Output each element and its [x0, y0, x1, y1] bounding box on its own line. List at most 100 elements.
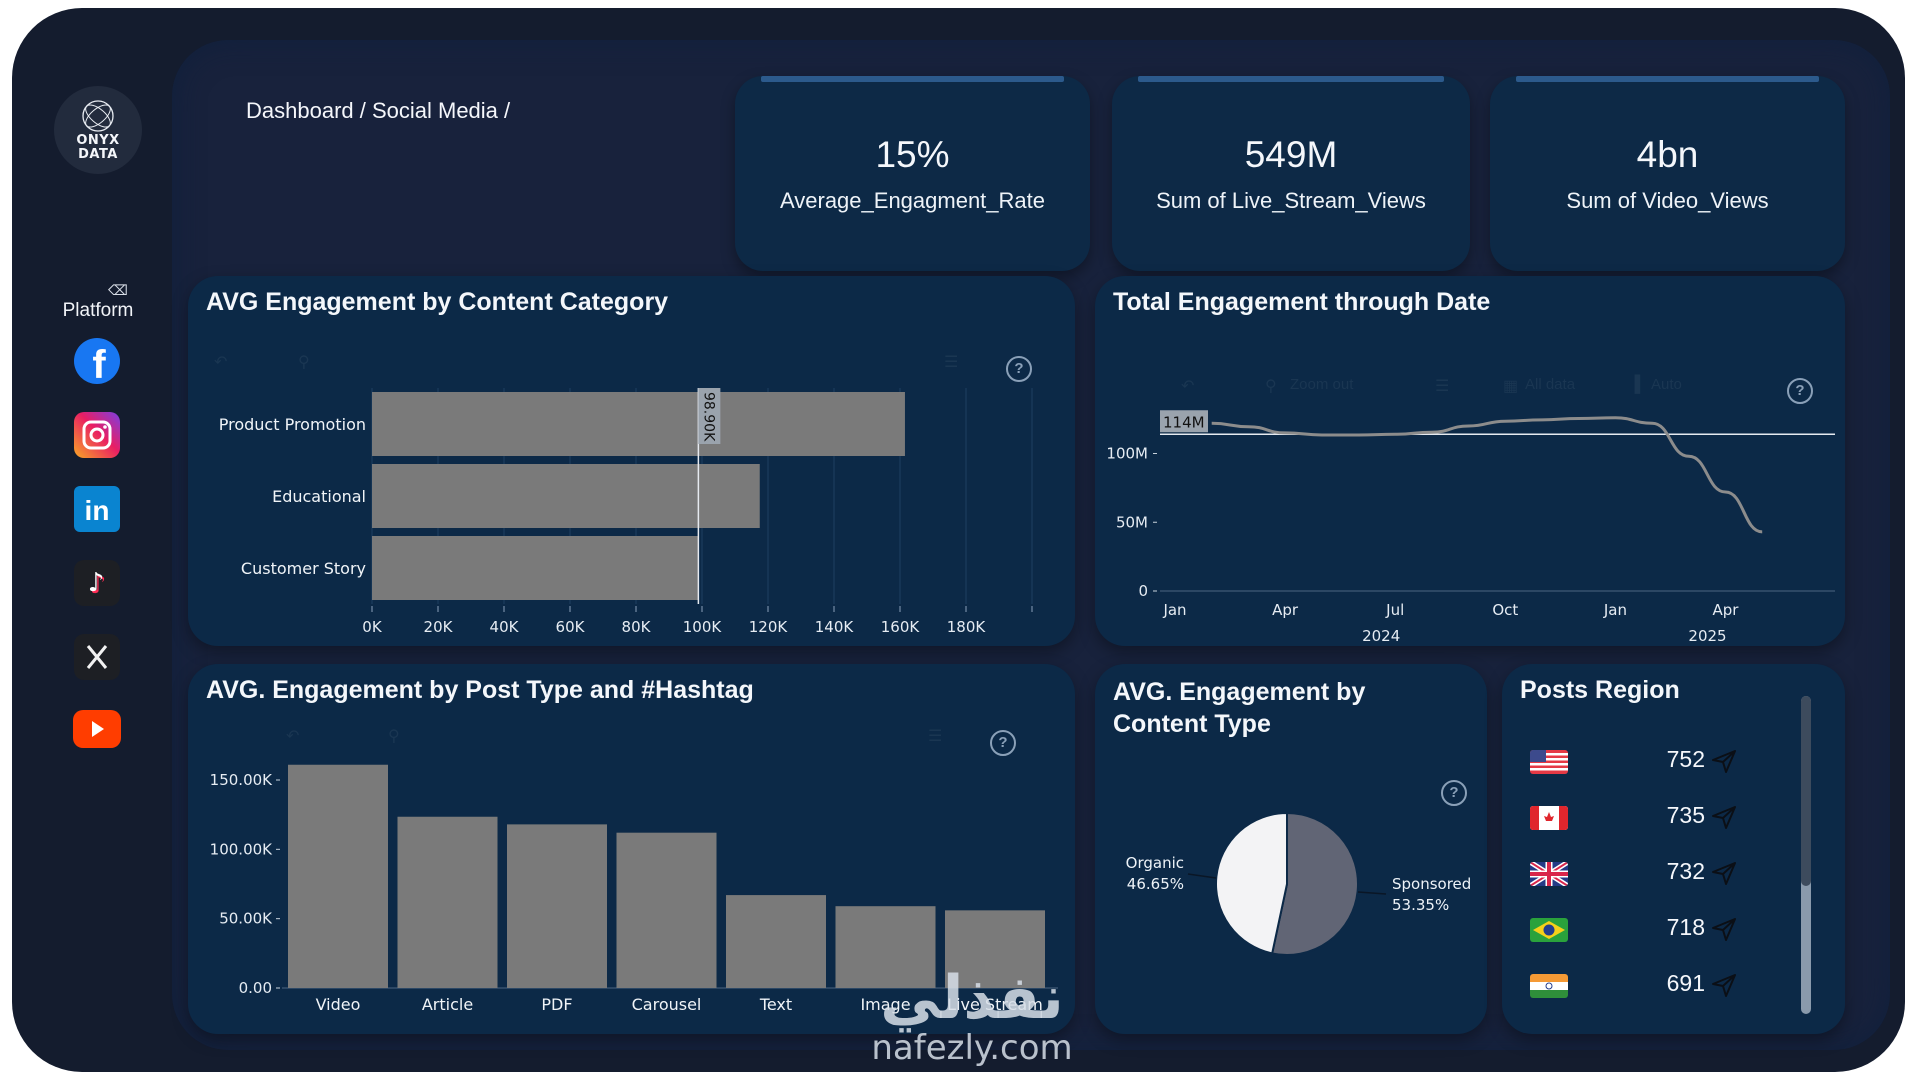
- x-tick-label: 160K: [881, 618, 921, 636]
- region-row-gb[interactable]: 732: [1502, 854, 1845, 894]
- platform-youtube-button[interactable]: [73, 710, 121, 748]
- chart-card-engagement-date: Total Engagement through Date ↶ ⚲ Zoom o…: [1095, 276, 1845, 646]
- logo-text-line2: DATA: [78, 147, 118, 162]
- zoom-out-label[interactable]: Zoom out: [1290, 376, 1354, 393]
- content-category-bar-chart: 0K 20K 40K 60K 80K 100K 120K 140K 160K 180K Produc…: [219, 388, 1033, 636]
- region-row-in[interactable]: 691: [1502, 966, 1845, 1006]
- back-icon[interactable]: ↶: [1181, 378, 1195, 395]
- send-icon: [1712, 862, 1736, 885]
- region-row-ca[interactable]: 735: [1502, 798, 1845, 838]
- x-icon: [86, 645, 108, 669]
- y-tick-label: 150.00K: [210, 771, 273, 789]
- zoom-out-icon[interactable]: ⚲: [388, 728, 400, 745]
- help-icon[interactable]: ?: [1787, 378, 1813, 404]
- posts-region-title: Posts Region: [1520, 676, 1680, 704]
- posts-region-card: Posts Region 752 735 732 718: [1502, 664, 1845, 1034]
- x-tick-label: 100K: [683, 618, 723, 636]
- list-icon[interactable]: ☰: [944, 354, 959, 371]
- leader-line: [1187, 873, 1217, 879]
- chart-title: AVG Engagement by Content Category: [206, 288, 669, 316]
- bar: [397, 816, 498, 988]
- gb-flag-icon: [1530, 862, 1568, 886]
- x-tick-label: 40K: [490, 618, 520, 636]
- help-icon[interactable]: ?: [1006, 356, 1032, 382]
- category-label: Carousel: [632, 995, 702, 1014]
- category-label: Text: [759, 995, 792, 1014]
- help-icon[interactable]: ?: [990, 730, 1016, 756]
- bar: [372, 536, 699, 600]
- zoom-out-icon[interactable]: ⚲: [1265, 378, 1277, 395]
- platform-tiktok-button[interactable]: ♪ ♪: [74, 560, 120, 606]
- posts-region-scrollbar[interactable]: [1801, 696, 1811, 1014]
- kpi-accent-bar: [1516, 76, 1819, 82]
- x-tick-label: 60K: [556, 618, 586, 636]
- y-tick-label: 50.00K: [219, 910, 273, 928]
- slice-percent: 46.65%: [1127, 875, 1184, 893]
- kpi-value: 4bn: [1636, 134, 1699, 175]
- category-label: Image: [860, 995, 910, 1014]
- chart-card-post-type: AVG. Engagement by Post Type and #Hashta…: [188, 664, 1075, 1034]
- category-label: Educational: [272, 487, 366, 506]
- kpi-value: 15%: [875, 134, 950, 175]
- chart-title: AVG. Engagement by Post Type and #Hashta…: [206, 676, 754, 704]
- platform-instagram-button[interactable]: [74, 412, 120, 458]
- clear-filter-eraser-icon[interactable]: ⌫: [108, 282, 128, 298]
- globe-logo-icon: [82, 100, 114, 132]
- svg-text:in: in: [85, 495, 110, 526]
- x-tick-label: 180K: [947, 618, 987, 636]
- breadcrumb: Dashboard / Social Media /: [246, 98, 511, 123]
- list-icon[interactable]: ☰: [1435, 378, 1450, 395]
- bar: [945, 910, 1045, 988]
- platform-x-button[interactable]: [74, 634, 120, 680]
- back-icon[interactable]: ↶: [286, 728, 300, 745]
- y-tick-label: 50M: [1116, 513, 1148, 531]
- kpi-accent-bar: [1138, 76, 1444, 82]
- bar: [616, 832, 717, 988]
- slice-label: Sponsored: [1392, 875, 1471, 893]
- bar-aggregation-icon[interactable]: ▐: [1629, 376, 1641, 393]
- platform-linkedin-button[interactable]: in: [74, 486, 120, 532]
- x-tick-label: 80K: [622, 618, 652, 636]
- kpi-card-live-stream-views: 549M Sum of Live_Stream_Views: [1112, 76, 1470, 271]
- region-row-us[interactable]: 752: [1502, 742, 1845, 782]
- date-filter-dropdown[interactable]: All data: [1525, 376, 1576, 393]
- post-type-bar-chart: 0.00 50.00K 100.00K 150.00K Video Article PDF C…: [210, 764, 1058, 1014]
- platform-facebook-button[interactable]: f: [74, 338, 120, 384]
- help-icon[interactable]: ?: [1441, 780, 1467, 806]
- aggregation-dropdown[interactable]: Auto: [1651, 376, 1682, 393]
- zoom-out-icon[interactable]: ⚲: [298, 354, 310, 371]
- scrollbar-thumb[interactable]: [1801, 696, 1811, 886]
- send-icon: [1712, 974, 1736, 997]
- logo-text-line1: ONYX: [76, 133, 120, 148]
- facebook-icon: f: [92, 343, 106, 384]
- reference-label: 98.90K: [700, 392, 716, 442]
- category-label: Article: [422, 995, 473, 1014]
- kpi-card-engagement-rate: 15% Average_Engagment_Rate: [735, 76, 1090, 271]
- list-icon[interactable]: ☰: [928, 728, 943, 745]
- category-label: PDF: [541, 995, 572, 1014]
- kpi-card-video-views: 4bn Sum of Video_Views: [1490, 76, 1845, 271]
- br-flag-icon: [1530, 918, 1568, 942]
- onyx-data-logo: ONYX DATA: [54, 86, 142, 174]
- youtube-icon: [92, 721, 104, 737]
- in-flag-icon: [1530, 974, 1568, 998]
- platform-filter-label: Platform: [62, 300, 134, 321]
- category-label: Product Promotion: [219, 415, 366, 434]
- send-icon: [1712, 806, 1736, 829]
- calendar-icon[interactable]: ▦: [1503, 378, 1519, 395]
- y-tick-label: 100M: [1106, 445, 1148, 463]
- bar: [835, 906, 936, 988]
- region-post-count: 735: [1666, 802, 1705, 828]
- chart-title: Total Engagement through Date: [1113, 288, 1491, 316]
- x-tick-label: Jul: [1385, 601, 1404, 619]
- x-tick-label: Jan: [1603, 601, 1627, 619]
- bar: [372, 464, 760, 528]
- region-row-br[interactable]: 718: [1502, 910, 1845, 950]
- x-tick-label: 120K: [749, 618, 789, 636]
- instagram-icon: [82, 420, 112, 450]
- reference-label: 114M: [1163, 413, 1205, 431]
- x-tick-label: Jan: [1162, 601, 1186, 619]
- region-post-count: 752: [1666, 746, 1705, 772]
- x-tick-label: 0K: [362, 618, 383, 636]
- back-icon[interactable]: ↶: [214, 354, 228, 371]
